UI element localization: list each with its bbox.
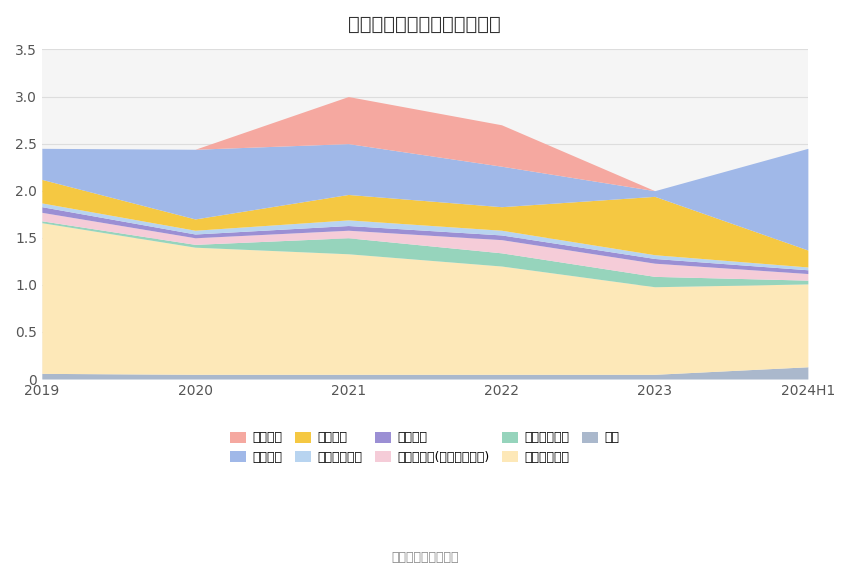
Title: 历年主要负债堆积图（亿元）: 历年主要负债堆积图（亿元）: [348, 15, 502, 34]
Text: 数据来源：恒生聚源: 数据来源：恒生聚源: [391, 551, 459, 564]
Legend: 短期借款, 应付账款, 合同负债, 应付职工薪酬, 应交税费, 其他应付款(合利息和股利), 其他流动负债, 长期递延收益, 其它: 短期借款, 应付账款, 合同负债, 应付职工薪酬, 应交税费, 其他应付款(合利…: [230, 431, 620, 463]
